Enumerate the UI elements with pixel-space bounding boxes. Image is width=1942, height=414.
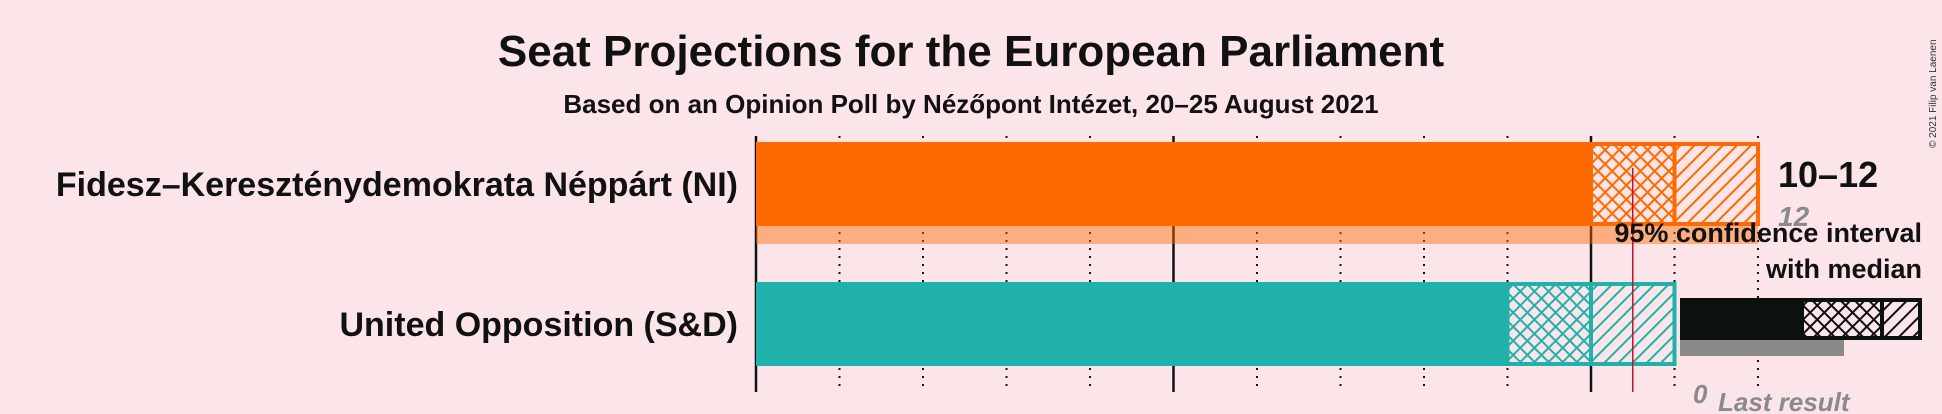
- legend: 95% confidence interval with median 0 Last …: [1614, 218, 1922, 414]
- last-result-label: 12: [1778, 201, 1810, 232]
- range-label: 10–12: [1778, 154, 1878, 195]
- bar-solid: [756, 142, 1591, 226]
- chart-title: Seat Projections for the European Parlia…: [498, 27, 1445, 76]
- party-label: Fidesz–Kereszténydemokrata Néppárt (NI): [56, 166, 738, 204]
- bar-last-result: [756, 226, 1758, 244]
- bar-ci-upper: [1672, 142, 1760, 226]
- bar-solid: [756, 282, 1508, 366]
- party-label: United Opposition (S&D): [339, 306, 738, 344]
- chart-subtitle: Based on an Opinion Poll by Nézőpont Int…: [563, 89, 1378, 119]
- legend-median-label: with median: [1765, 254, 1922, 284]
- legend-last-result-value: 0: [1693, 379, 1708, 409]
- legend-bar-solid: [1680, 298, 1802, 340]
- legend-bar-ci-lower: [1800, 298, 1884, 340]
- legend-last-result-label: Last result: [1718, 387, 1851, 414]
- bars: [756, 142, 1760, 392]
- legend-ci-label: 95% confidence interval: [1614, 218, 1922, 248]
- legend-bar-ci-upper: [1880, 298, 1922, 340]
- bar-ci-lower: [1505, 282, 1593, 366]
- copyright: © 2021 Filip van Laenen: [1928, 39, 1939, 148]
- labels: Fidesz–Kereszténydemokrata Néppárt (NI) 1…: [56, 154, 1878, 344]
